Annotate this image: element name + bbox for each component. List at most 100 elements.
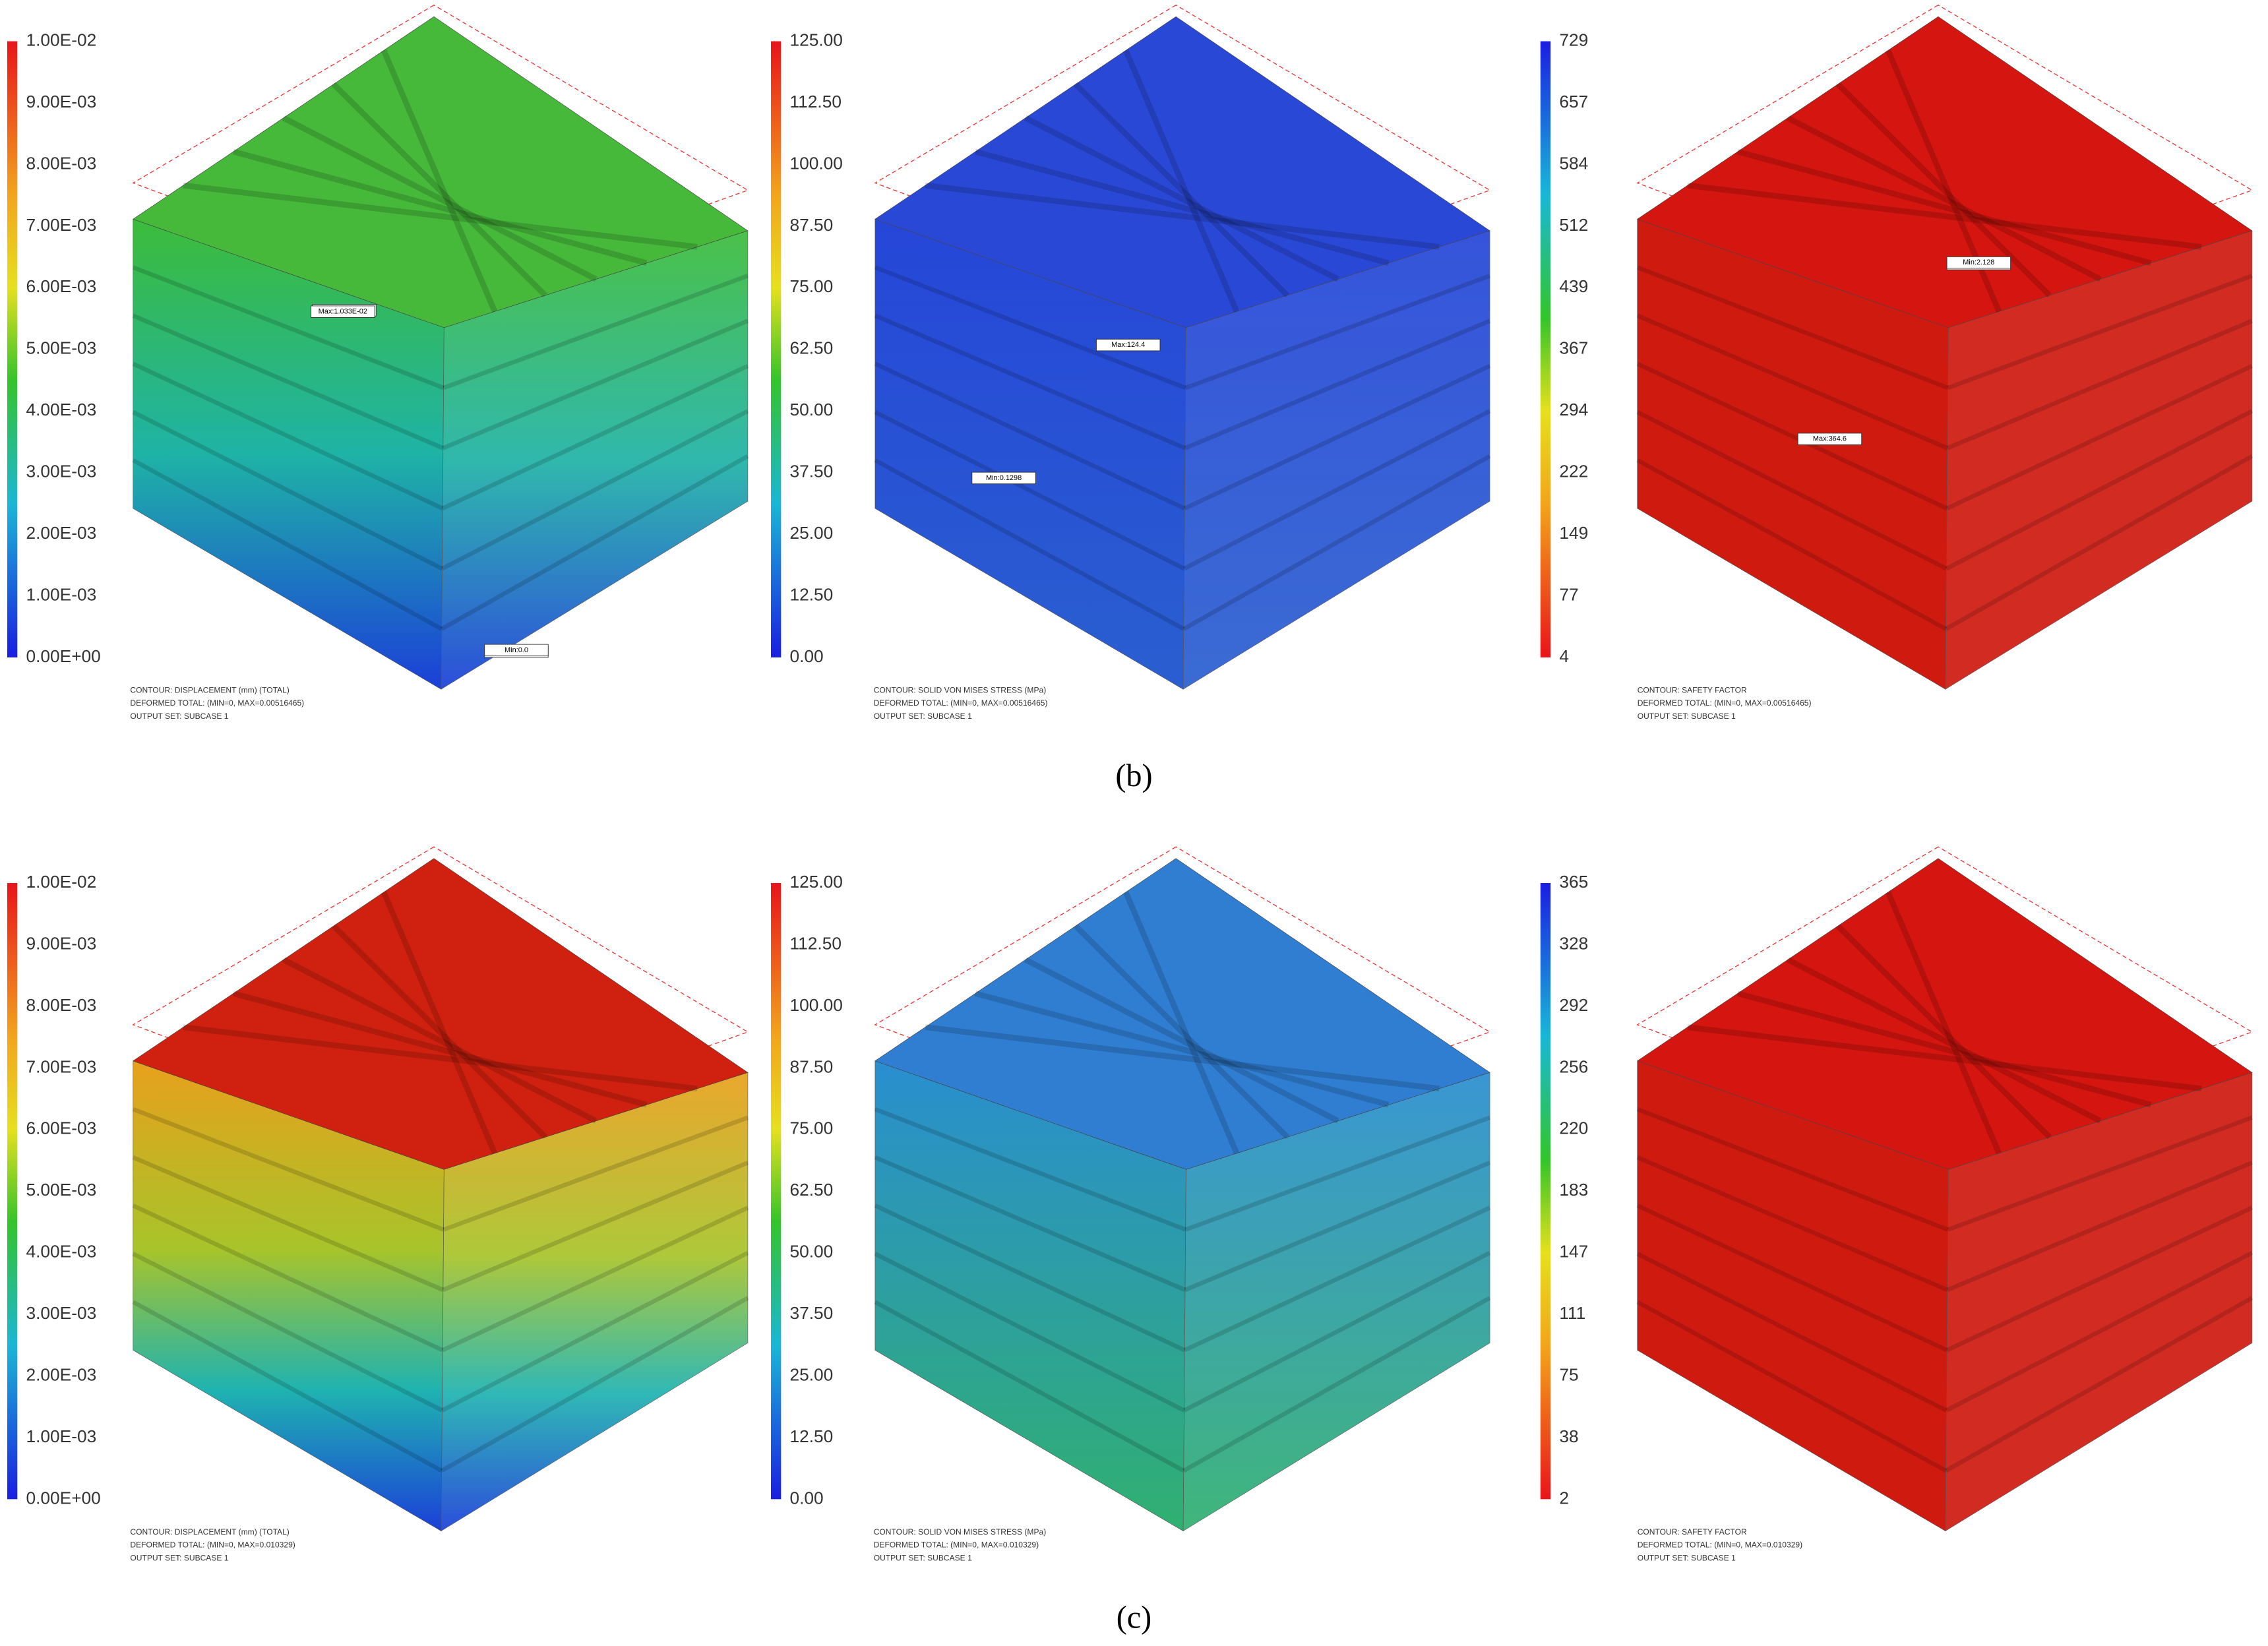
cell-row <box>1182 454 1491 631</box>
cell-row <box>441 1296 749 1473</box>
cell-row <box>1945 1296 2253 1473</box>
cell-row <box>1947 274 2253 390</box>
result-marker: Max:1.033E-02 <box>311 305 375 318</box>
cell-row <box>1636 313 1949 450</box>
marker-box <box>1096 338 1161 351</box>
colorbar-tick-label: 294 <box>1559 400 1588 419</box>
ridge <box>1123 891 1240 1155</box>
marker-label: Min:0.0 <box>505 646 528 654</box>
caption-line: DEFORMED TOTAL: (MIN=0, MAX=0.00516465) <box>130 698 304 708</box>
colorbar <box>7 883 18 1500</box>
ridge <box>974 991 1390 1108</box>
cell-row <box>874 1107 1186 1232</box>
ridge <box>1687 182 2202 250</box>
colorbar-tick-label: 1.00E-03 <box>26 1426 96 1446</box>
colorbar-tick-label: 256 <box>1559 1056 1588 1076</box>
colorbar-tick-label: 38 <box>1559 1426 1578 1446</box>
cell-row <box>1636 458 1947 631</box>
cell-row <box>1945 409 2253 571</box>
ridge <box>1024 115 1339 282</box>
caption-line: OUTPUT SET: SUBCASE 1 <box>130 1553 228 1562</box>
cell-row <box>874 313 1186 450</box>
caption-line: OUTPUT SET: SUBCASE 1 <box>130 712 228 721</box>
colorbar-tick-label: 512 <box>1559 215 1588 235</box>
colorbar-tick-label: 222 <box>1559 462 1588 481</box>
cell-row <box>1945 454 2253 631</box>
colorbar-tick-label: 100.00 <box>790 153 843 173</box>
cell-row <box>874 361 1186 510</box>
colorbar-tick-label: 3.00E-03 <box>26 1303 96 1323</box>
cell-row <box>1183 1205 1491 1353</box>
cell-row <box>1636 410 1947 571</box>
ridge <box>381 891 498 1155</box>
cell-row <box>1184 274 1491 390</box>
cell-row <box>442 319 749 450</box>
colorbar-tick-label: 50.00 <box>790 400 834 419</box>
cell-row <box>132 313 444 450</box>
cell-row <box>441 409 749 571</box>
cell-row <box>1182 1296 1491 1473</box>
cell-row <box>1636 1300 1947 1473</box>
colorbar-tick-label: 0.00E+00 <box>26 1488 100 1508</box>
result-marker: Min:2.128 <box>1946 256 2011 269</box>
ridge <box>1123 49 1240 313</box>
colorbar-tick-label: 75.00 <box>790 1118 834 1138</box>
colorbar-tick-label: 365 <box>1559 872 1588 892</box>
colorbar <box>770 41 782 657</box>
cell-row <box>1184 319 1491 450</box>
cell-row <box>1636 1252 1947 1413</box>
caption-line: OUTPUT SET: SUBCASE 1 <box>1638 712 1736 721</box>
ridge <box>331 82 547 297</box>
cell-row <box>874 1155 1186 1293</box>
colorbar-tick-label: 0.00E+00 <box>26 646 100 666</box>
cell-row <box>1636 361 1948 510</box>
cell-row <box>441 1250 749 1413</box>
colorbar-tick-label: 149 <box>1559 523 1588 543</box>
ridge <box>1786 115 2102 282</box>
cell-row <box>1946 363 2253 510</box>
cell-row <box>1183 363 1491 510</box>
colorbar-tick-label: 12.50 <box>790 1426 834 1446</box>
colorbar <box>7 41 18 657</box>
cube-top-face <box>133 16 749 328</box>
cell-row <box>132 1204 444 1353</box>
ridge <box>1885 891 2002 1155</box>
result-marker: Min:0.0 <box>484 644 549 657</box>
cell-row <box>1946 1205 2253 1353</box>
colorbar-tick-label: 75 <box>1559 1364 1578 1384</box>
colorbar-tick-label: 220 <box>1559 1118 1588 1138</box>
cell-row <box>441 1205 749 1353</box>
caption-line: CONTOUR: DISPLACEMENT (mm) (TOTAL) <box>130 686 289 695</box>
ridge <box>282 957 598 1124</box>
colorbar-tick-label: 5.00E-03 <box>26 338 96 358</box>
subfigure-label: (b) <box>1115 758 1152 793</box>
caption-line: DEFORMED TOTAL: (MIN=0, MAX=0.00516465) <box>874 698 1048 708</box>
colorbar-tick-label: 25.00 <box>790 1364 834 1384</box>
cube-top-face <box>1637 858 2253 1170</box>
cell-row <box>1947 1115 2253 1232</box>
cube-top-face <box>1637 16 2253 328</box>
colorbar-tick-label: 9.00E-03 <box>26 933 96 953</box>
cell-row <box>132 1107 444 1232</box>
ridge <box>1073 923 1290 1140</box>
colorbar-tick-label: 0.00 <box>790 646 824 666</box>
colorbar-tick-label: 657 <box>1559 92 1588 111</box>
cell-row <box>132 1300 443 1473</box>
colorbar-tick-label: 112.50 <box>790 92 842 111</box>
colorbar-tick-label: 125.00 <box>790 872 843 892</box>
caption-line: DEFORMED TOTAL: (MIN=0, MAX=0.00516465) <box>1638 698 1812 708</box>
cell-row <box>1946 1161 2253 1293</box>
result-marker: Min:0.1298 <box>971 472 1036 485</box>
colorbar-tick-label: 9.00E-03 <box>26 92 96 111</box>
ridge <box>1687 1024 2202 1092</box>
colorbar-tick-label: 1.00E-03 <box>26 584 96 604</box>
cell-row <box>441 454 749 631</box>
caption-line: DEFORMED TOTAL: (MIN=0, MAX=0.010329) <box>874 1540 1039 1550</box>
cell-row <box>442 1161 749 1293</box>
colorbar-tick-label: 62.50 <box>790 1180 834 1200</box>
cell-row <box>1183 409 1491 571</box>
cell-row <box>132 410 443 571</box>
cell-row <box>874 1252 1186 1413</box>
cell-row <box>874 1300 1185 1473</box>
